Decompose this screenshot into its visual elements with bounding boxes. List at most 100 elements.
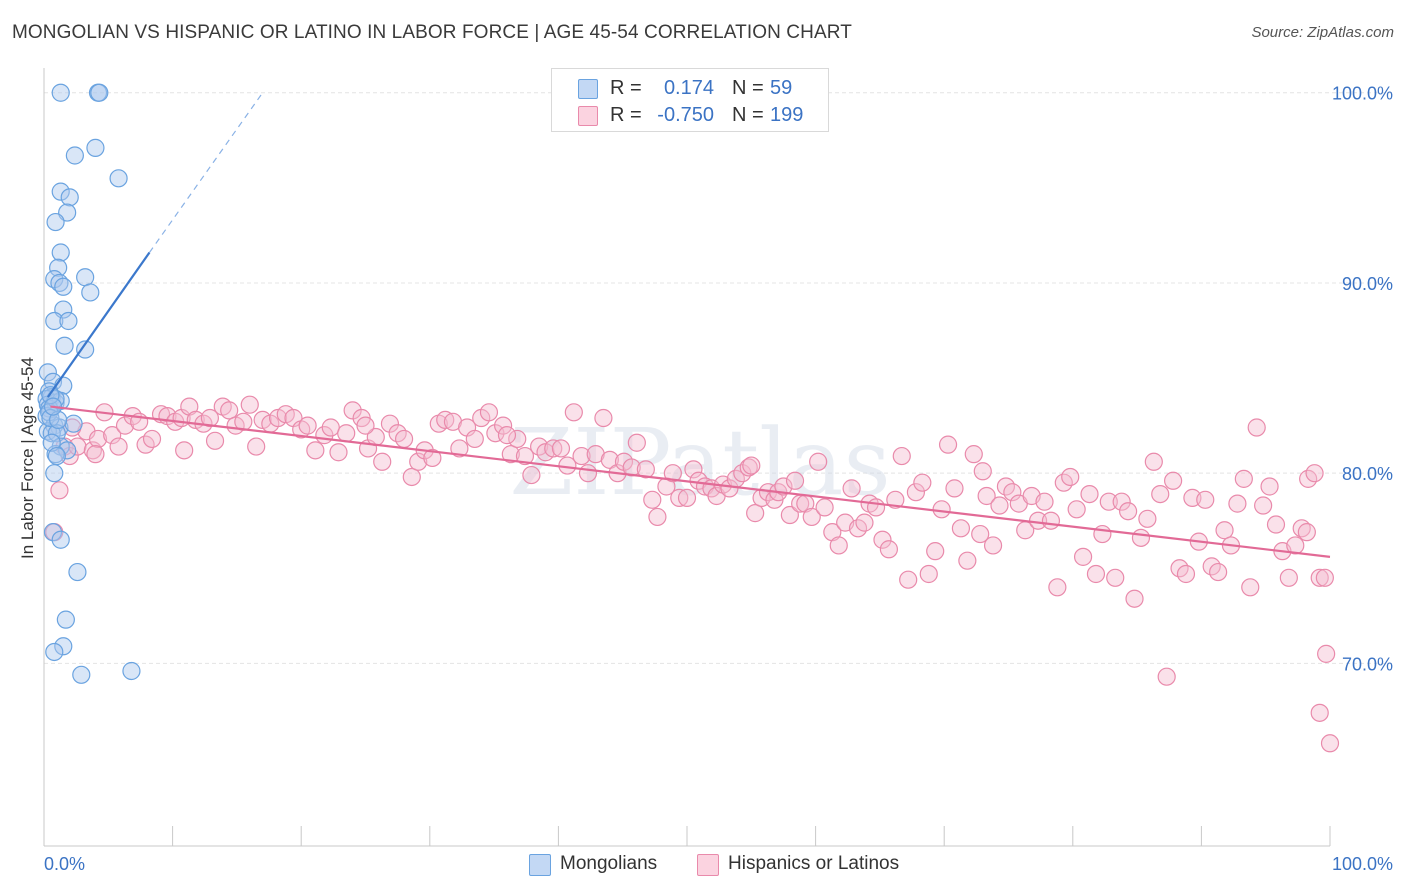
hispanic-point [1305,464,1324,483]
hispanic-point [663,464,682,483]
hispanic-point [1234,469,1253,488]
trend-lines [46,92,1331,558]
hispanic-point [1297,523,1316,542]
hispanic-point [1164,471,1183,490]
legend-row-mongolians: R = 0.174 N = 59 [552,74,828,100]
hispanic-point [855,513,874,532]
hispanic-point [1041,511,1061,530]
hispanic-point [564,403,583,422]
hispanic-point [1196,490,1215,509]
source-label: Source: ZipAtlas.com [1251,24,1394,41]
hispanic-point [515,446,535,466]
hispanic-point [394,429,414,449]
hispanic-trend-line [50,405,1331,558]
mongolian-point [51,243,70,262]
r-label: R = [610,104,642,126]
hispanic-point [501,445,520,464]
hispanic-points [45,395,1340,753]
hispanic-point [1228,494,1247,513]
hispanic-point [1157,667,1176,686]
hispanic-point [109,437,128,456]
hispanic-point [103,426,122,445]
hispanic-point [578,464,598,483]
n-label: N = [732,77,764,99]
mongolian-point [38,363,57,382]
mongolian-point [51,83,70,102]
hispanic-point [551,439,571,458]
hispanic-point [465,429,484,449]
hispanic-point [973,462,992,481]
mongolian-point [109,169,128,188]
hispanic-point [1209,562,1228,582]
hispanic-point [746,504,765,523]
mongolian-point [54,277,73,296]
stats-legend: R = 0.174 N = 59 R = -0.750 N = 199 [551,68,829,132]
mongolian-point [64,414,83,433]
mongolian-point [43,523,63,542]
mongolian-trend-line [46,251,151,398]
hispanic-point [809,452,828,471]
hispanic-point [329,443,348,462]
mongolian-point [47,446,66,466]
mongolian-point [49,258,68,277]
hispanic-point [402,467,421,487]
hispanic-point [977,486,996,506]
hispanic-point [1093,524,1112,544]
hispanic-point [494,416,513,435]
mongolian-point [42,433,61,452]
hispanic-point [627,433,646,452]
y-tick-label: 70.0% [1342,654,1393,674]
legend-swatch-blue [578,79,598,99]
mongolian-point [76,268,95,287]
hispanic-point [815,498,834,517]
r-label: R = [610,77,642,99]
hispanic-point [86,445,105,464]
hispanic-point [450,439,469,458]
hispanic-point [899,570,918,589]
hispanic-point [1048,578,1067,597]
hispanic-point [1247,418,1266,437]
mongolian-trend-extension [148,92,264,253]
series-legend: Mongolians Hispanics or Latinos [0,851,1406,879]
mongolian-point [68,562,87,582]
hispanic-point [842,479,861,498]
r-value: -0.750 [657,104,714,126]
y-tick-label: 100.0% [1332,84,1393,104]
hispanic-point [1320,734,1340,753]
hispanic-point [88,429,108,449]
hispanic-point [780,505,799,525]
hispanic-point [1286,536,1305,555]
mongolian-point [45,464,64,483]
hispanic-point [1138,509,1157,528]
hispanic-point [913,473,932,492]
mongolian-point [45,642,64,662]
hispanic-point [298,416,317,435]
mongolian-points [37,83,141,684]
hispanic-point [572,446,591,466]
hispanic-point [964,445,983,464]
hispanic-point [802,507,821,527]
hispanic-point [1279,568,1298,587]
hispanic-point [648,507,667,527]
hispanic-point [1315,568,1334,587]
hispanic-point [1241,578,1260,597]
hispanic-point [990,496,1009,515]
hispanic-point [200,408,219,428]
hispanic-point [1215,521,1234,540]
hispanic-point [677,488,697,507]
hispanic-point [205,431,225,450]
y-tick-labels: 100.0% 90.0% 80.0% 70.0% [1332,84,1393,675]
n-value: 199 [770,104,804,126]
mongolian-point [60,188,79,207]
hispanic-point [380,414,400,433]
hispanic-point [1317,644,1336,663]
hispanic-point [892,446,911,466]
hispanic-point [919,564,938,584]
hispanic-point [373,452,392,471]
hispanic-point [958,551,977,570]
hispanic-point [1073,547,1093,566]
hispanic-point [423,448,442,468]
hispanic-point [971,524,990,544]
hispanic-point [643,490,662,509]
